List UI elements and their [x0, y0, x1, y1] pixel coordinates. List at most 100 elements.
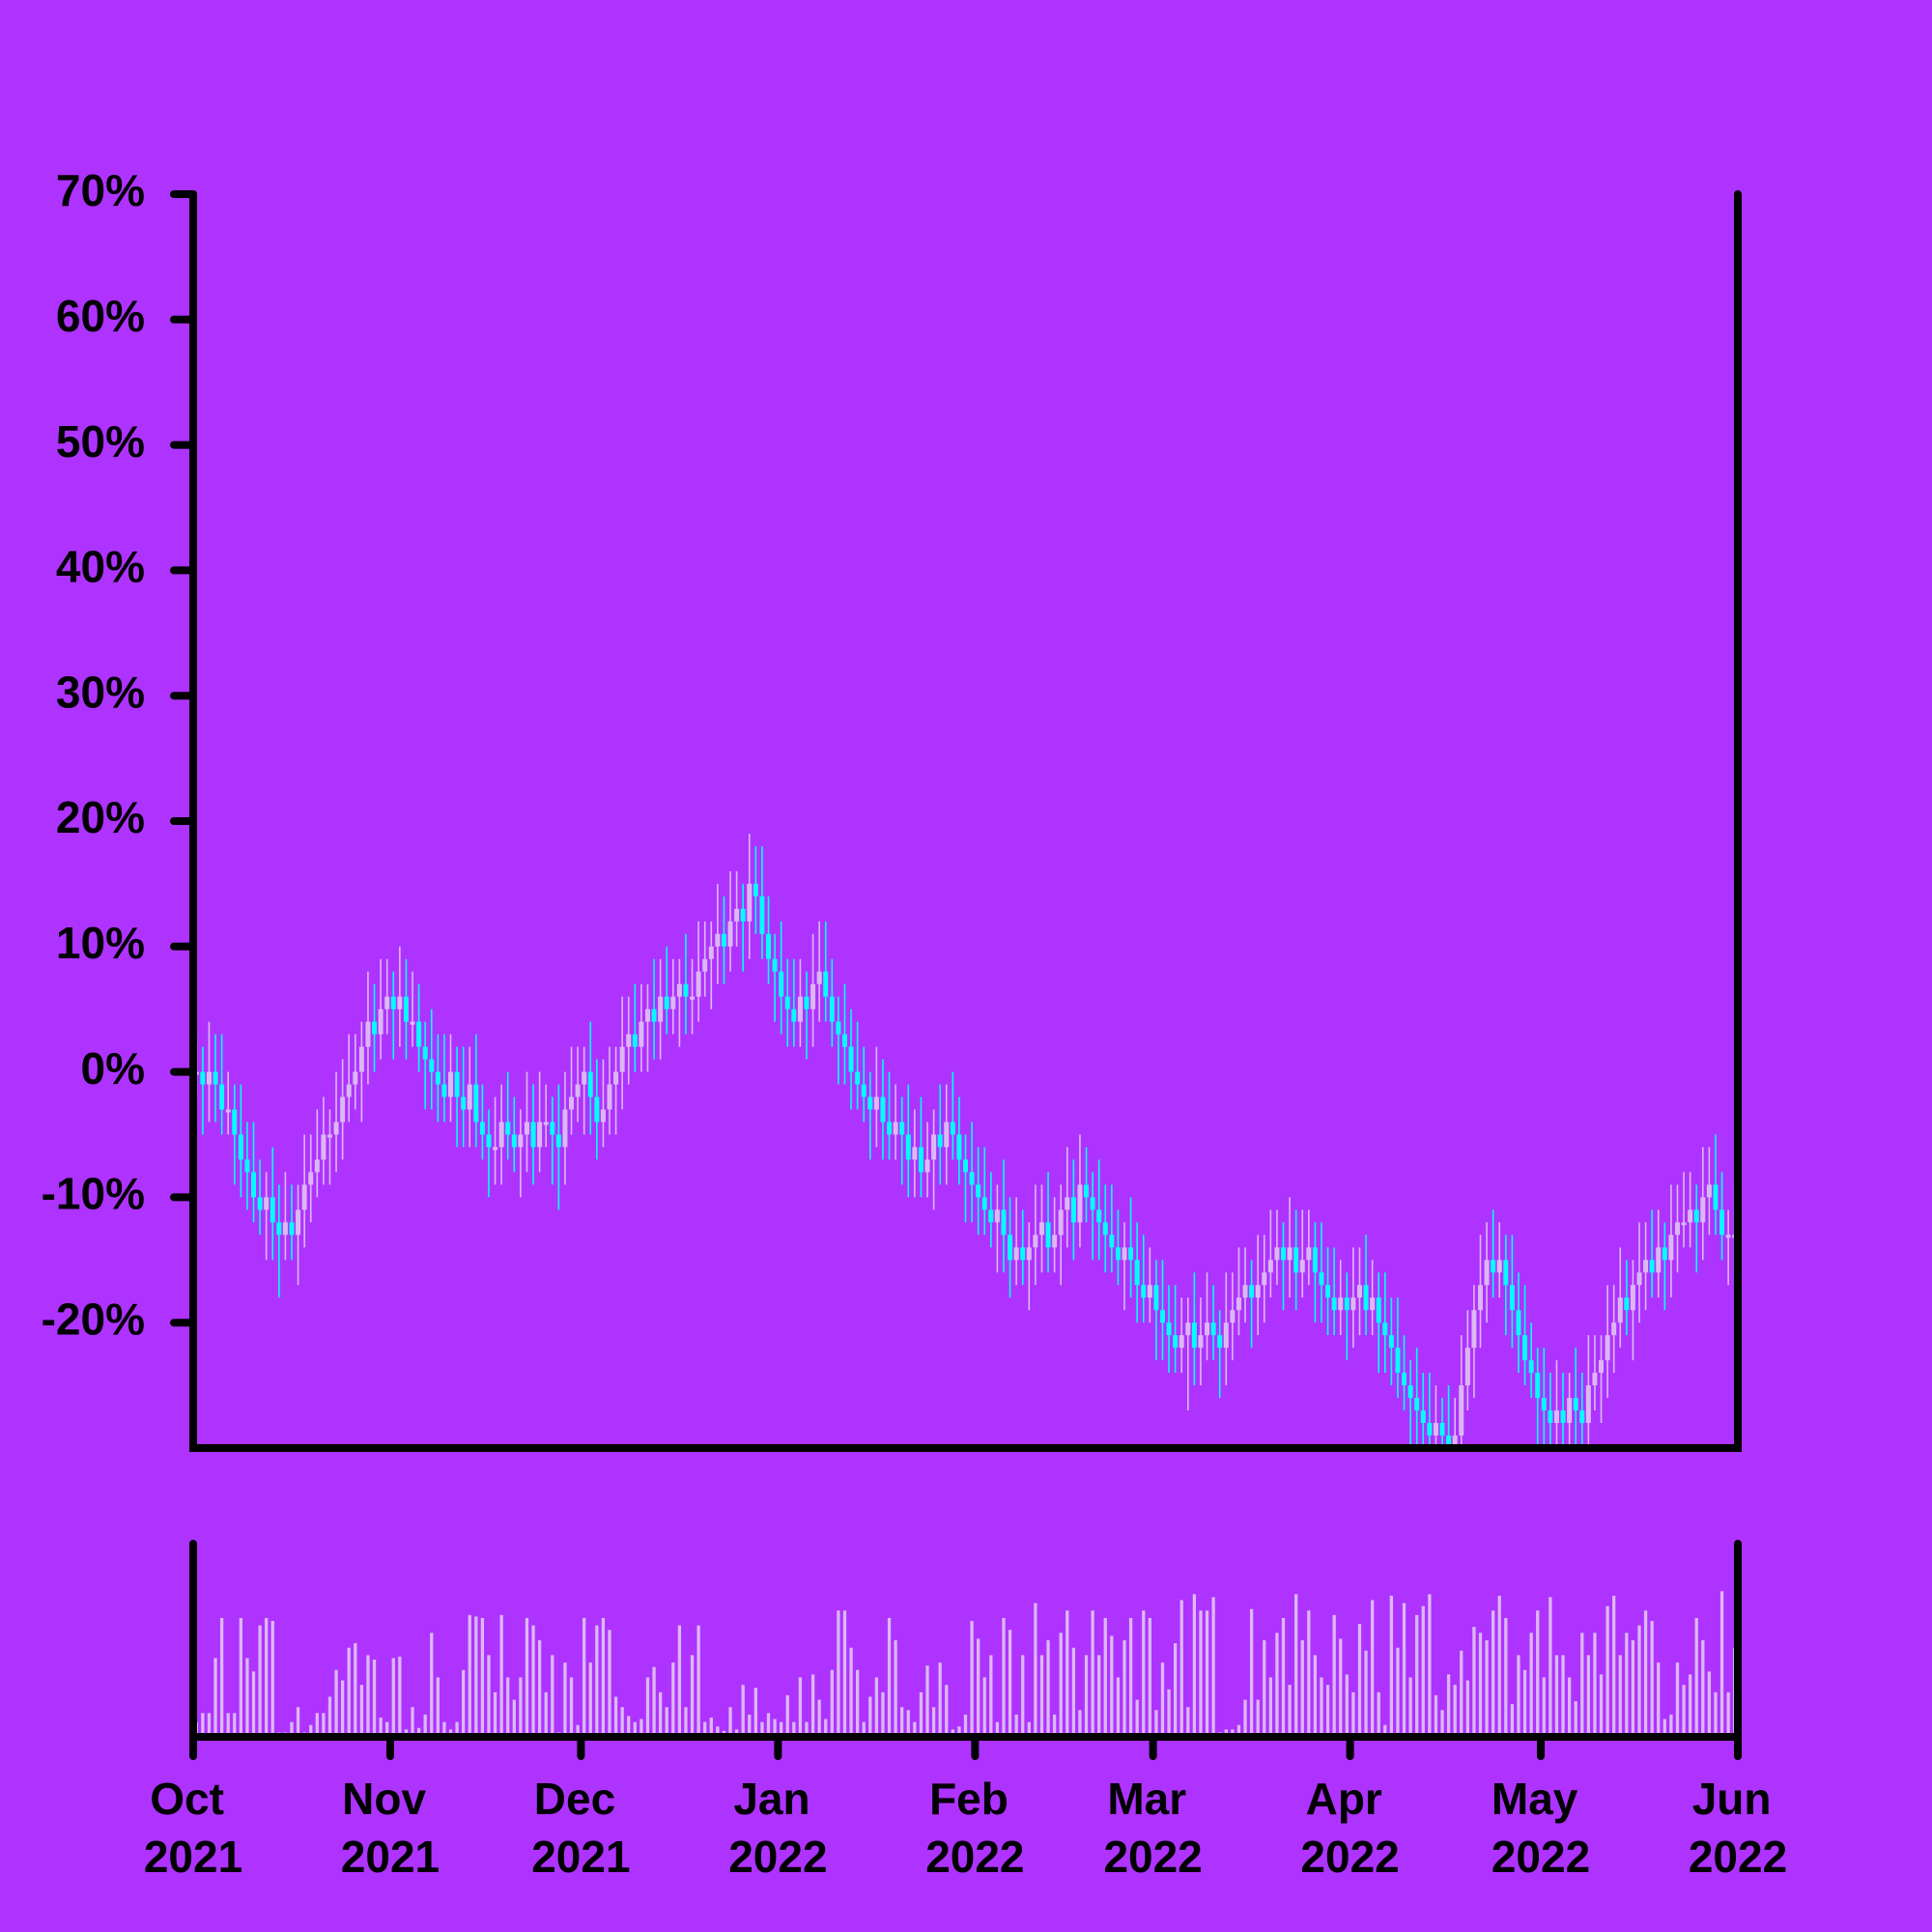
candle-body — [594, 1096, 600, 1122]
volume-bar — [639, 1719, 643, 1737]
candle-body — [257, 1197, 263, 1210]
candle-body — [1356, 1285, 1362, 1298]
candle-body — [1522, 1335, 1528, 1361]
candle-body — [569, 1096, 575, 1110]
volume-bar — [385, 1721, 389, 1737]
candle-body — [282, 1222, 288, 1236]
volume-bar — [963, 1714, 968, 1737]
candle-body — [314, 1159, 320, 1173]
candle-body — [1020, 1247, 1026, 1261]
candle-body — [372, 1021, 378, 1035]
volume-bar — [1097, 1655, 1101, 1737]
volume-bar — [1078, 1710, 1082, 1737]
volume-bar — [334, 1669, 338, 1737]
candle-body — [1045, 1222, 1051, 1248]
candle-body — [1217, 1335, 1223, 1349]
volume-bar — [569, 1677, 574, 1737]
volume-bar — [1148, 1617, 1151, 1737]
candle-body — [1464, 1348, 1470, 1386]
candle-body — [912, 1147, 918, 1160]
candle-body — [651, 1009, 657, 1022]
candle-body — [1491, 1260, 1496, 1273]
volume-bar — [1548, 1597, 1552, 1737]
volume-bar — [805, 1721, 809, 1737]
candle-body — [1376, 1297, 1381, 1323]
candle-body — [1630, 1285, 1635, 1311]
candle-body — [530, 1122, 536, 1148]
candle-body — [810, 983, 816, 1009]
candle-body — [1058, 1209, 1064, 1236]
candle-body — [1459, 1385, 1464, 1436]
x-tick-label: Oct 2021 — [144, 1774, 242, 1882]
candle-body — [270, 1197, 275, 1223]
volume-bar — [1567, 1677, 1572, 1737]
candle-body — [493, 1147, 498, 1151]
volume-bar — [1186, 1707, 1190, 1737]
candle-body — [1242, 1285, 1248, 1298]
volume-bar — [1046, 1640, 1050, 1737]
volume-bar — [798, 1677, 803, 1737]
candle-body — [829, 996, 835, 1022]
volume-bar — [1599, 1674, 1604, 1737]
candle-body — [301, 1184, 307, 1210]
y-tick-label: -10% — [42, 1169, 145, 1219]
candle-body — [390, 996, 396, 1009]
candle-body — [1198, 1335, 1204, 1349]
candle-body — [1084, 1184, 1090, 1198]
volume-bar — [1021, 1655, 1025, 1737]
candle-body — [384, 996, 390, 1009]
candle-body — [1407, 1385, 1413, 1399]
volume-bar — [1103, 1617, 1107, 1737]
volume-bar — [1504, 1617, 1508, 1737]
candle-body — [880, 1096, 886, 1122]
volume-bar — [703, 1721, 707, 1737]
volume-bar — [1631, 1640, 1635, 1737]
candle-body — [1553, 1410, 1559, 1424]
candle-body — [1319, 1272, 1324, 1286]
candle-body — [1185, 1322, 1191, 1336]
y-tick-label: 40% — [56, 542, 145, 592]
volume-bar — [881, 1691, 885, 1737]
volume-bar — [862, 1721, 866, 1737]
volume-bar — [1179, 1600, 1183, 1737]
volume-bar — [213, 1658, 217, 1737]
volume-bar — [1415, 1614, 1419, 1737]
volume-bar — [1320, 1677, 1323, 1737]
x-tick-label: Apr 2022 — [1300, 1774, 1399, 1882]
volume-bar — [817, 1699, 821, 1737]
candle-body — [353, 1071, 358, 1085]
x-tick-label: May 2022 — [1492, 1774, 1590, 1882]
candle-body — [562, 1109, 568, 1148]
candle-body — [473, 1084, 479, 1122]
candle-body — [721, 933, 726, 947]
volume-bar — [506, 1677, 510, 1737]
candle-body — [498, 1122, 504, 1148]
candle-body — [1128, 1247, 1134, 1261]
candle-body — [893, 1122, 898, 1135]
volume-bar — [442, 1721, 446, 1737]
candle-body — [779, 971, 784, 997]
volume-bar — [1612, 1595, 1616, 1737]
candle-body — [1548, 1410, 1553, 1424]
volume-bar — [785, 1694, 789, 1737]
candle-body — [708, 946, 714, 959]
volume-bar — [989, 1655, 993, 1737]
candle-body — [962, 1159, 969, 1173]
candle-body — [1592, 1373, 1598, 1386]
volume-bar — [1637, 1625, 1641, 1737]
volume-bar — [837, 1610, 840, 1737]
volume-bar — [258, 1625, 262, 1737]
candle-body — [1026, 1247, 1032, 1261]
volume-bar — [741, 1685, 745, 1737]
candle-body — [1585, 1385, 1591, 1424]
candle-body — [753, 883, 758, 896]
volume-bar — [1446, 1674, 1451, 1737]
candle-body — [658, 996, 664, 1022]
candle-body — [848, 1046, 854, 1072]
volume-bar — [887, 1617, 892, 1737]
candle-body — [1516, 1310, 1521, 1336]
volume-bar — [1542, 1677, 1546, 1737]
candle-body — [690, 996, 696, 1000]
volume-bar — [270, 1621, 274, 1737]
volume-bar — [239, 1617, 242, 1737]
